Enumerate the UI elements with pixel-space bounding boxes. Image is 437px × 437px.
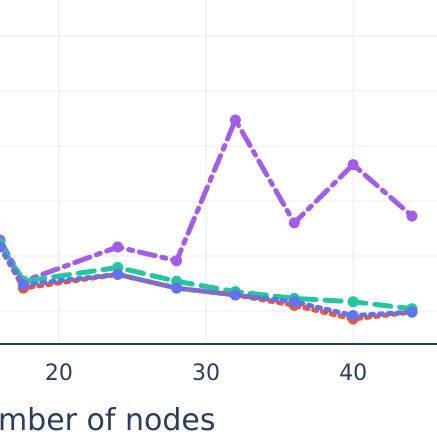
series-4-point <box>18 279 29 291</box>
series-line-1 <box>0 117 415 284</box>
grid-lines <box>0 0 437 343</box>
series-1-point <box>347 159 359 171</box>
series-line-2 <box>0 241 415 312</box>
series-2-point <box>347 296 359 308</box>
x-tick-label: 20 <box>45 361 73 386</box>
series-4-point <box>406 306 418 318</box>
series-1-point <box>406 210 418 222</box>
series-4-point <box>288 296 300 308</box>
series-4-point <box>171 282 183 294</box>
series-4-point <box>229 289 241 301</box>
series-1-point <box>112 241 124 253</box>
x-axis-title: Number of nodes <box>0 403 216 437</box>
x-tick-label: 30 <box>192 361 220 386</box>
series-4-point <box>0 241 6 253</box>
series-4-point <box>347 310 359 322</box>
x-tick-label: 40 <box>339 361 367 386</box>
series-1-point <box>171 255 183 267</box>
series-line-4 <box>0 244 415 319</box>
series-group <box>0 114 418 325</box>
series-1-point <box>229 114 241 126</box>
x-tick-labels: 20 30 40 <box>45 361 367 386</box>
series-1-point <box>288 217 300 229</box>
series-4-point <box>112 268 124 280</box>
